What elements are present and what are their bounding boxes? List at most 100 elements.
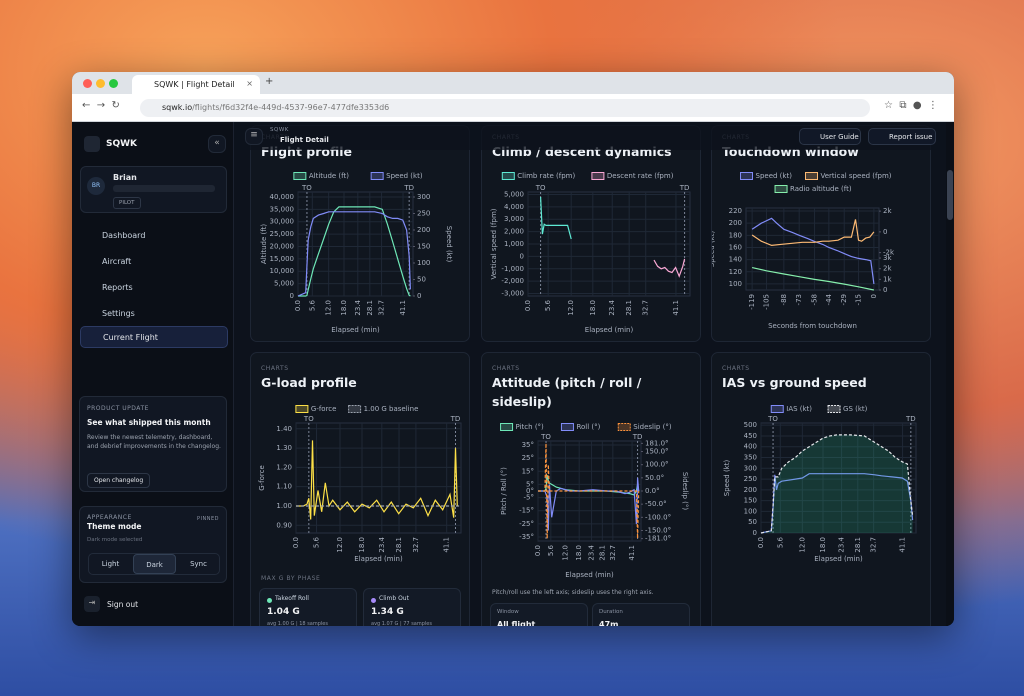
y-tick-label: 0° — [526, 487, 534, 495]
y-tick-label: 140 — [729, 256, 742, 264]
phase-heading: MAX G BY PHASE — [261, 575, 321, 582]
series-line — [538, 477, 640, 531]
phase-label: TO — [301, 184, 312, 192]
minimize-window[interactable] — [96, 79, 105, 88]
y2-tick-label: 150.0° — [645, 448, 669, 456]
user-card[interactable]: BR Brian PILOT — [80, 166, 227, 213]
appearance-label: APPEARANCE — [87, 514, 132, 521]
x-tick-label: -58 — [811, 294, 819, 305]
url-field[interactable]: sqwk.io/flights/f6d32f4e-449d-4537-96e7-… — [140, 99, 870, 117]
phase-dot — [267, 598, 272, 603]
phase-card: Takeoff Roll 1.04 G avg 1.00 G | 18 sample… — [259, 588, 357, 626]
legend-label: Pitch (°) — [516, 423, 544, 431]
changelog-button[interactable]: Open changelog — [87, 473, 151, 488]
phase-value: 1.34 G — [371, 607, 404, 617]
y-tick-label: -3,000 — [501, 290, 524, 298]
y-tick-label: -5° — [524, 494, 534, 502]
y-axis-label: G-force — [258, 465, 266, 491]
theme-option[interactable]: Dark — [133, 554, 176, 574]
nav-item[interactable]: Aircraft — [102, 257, 132, 266]
x-tick-label: 23.4 — [588, 544, 596, 560]
y-tick-label: 1.40 — [276, 425, 292, 433]
x-tick-label: 0.0 — [534, 545, 542, 556]
phase-label: TO — [535, 184, 546, 192]
y-axis-label: Pitch / Roll (°) — [500, 467, 508, 515]
nav-item[interactable]: Dashboard — [102, 231, 146, 240]
theme-option[interactable]: Light — [101, 560, 120, 568]
y-tick-label: 5,000 — [274, 280, 294, 288]
chart: 0 50 100 150 200 250 300 350 400 450 500 0.0 5.6 12.0… — [723, 405, 917, 563]
chart-card: -3,000 -2,000 -1,000 0 1,000 2,000 3,000 4,000 5… — [481, 125, 701, 342]
scroll-thumb[interactable] — [947, 170, 953, 220]
y-tick-label: 25,000 — [270, 230, 295, 238]
nav-item[interactable]: Settings — [102, 309, 135, 318]
brand: SQWK — [106, 139, 138, 149]
x-tick-label: 5.6 — [544, 299, 552, 311]
x-tick-label: 28.1 — [598, 545, 606, 561]
close-window[interactable] — [83, 79, 92, 88]
x-tick-label: 23.4 — [378, 536, 386, 552]
address-bar: ← → ↻ sqwk.io/flights/f6d32f4e-449d-4537… — [72, 94, 954, 122]
y2-tick-label: 100 — [417, 259, 430, 267]
y-tick-label: 120 — [729, 268, 742, 276]
chart: -3,000 -2,000 -1,000 0 1,000 2,000 3,000 4,000 5… — [490, 172, 691, 334]
user-guide-button[interactable]: User Guide — [799, 128, 861, 145]
legend-label: Descent rate (fpm) — [607, 172, 674, 180]
y2-tick-label: -181.0° — [645, 535, 671, 543]
maximize-window[interactable] — [109, 79, 118, 88]
chart-card: 0 5,000 10,000 15,000 20,000 25,000 30,000 35,0… — [250, 125, 470, 342]
y-tick-label: 4,000 — [504, 203, 524, 211]
browser-tab[interactable]: SQWK | Flight Detail × — [132, 75, 260, 94]
y2-tick-label: 200 — [417, 226, 430, 234]
y-tick-label: -25° — [519, 520, 534, 528]
legend-label: IAS (kt) — [786, 405, 812, 413]
y-tick-label: 1.00 — [276, 502, 292, 510]
browser-tools[interactable]: ☆ ⧉ ● ⋮ — [884, 100, 938, 111]
collapse-button[interactable]: « — [208, 135, 226, 153]
legend-swatch — [295, 405, 309, 413]
x-tick-label: 5.6 — [547, 544, 555, 556]
browser-window: SQWK | Flight Detail × + ← → ↻ sqwk.io/fl… — [72, 72, 954, 626]
y2-tick-label: 0 — [883, 228, 887, 236]
y-tick-label: 150 — [744, 497, 757, 505]
x-tick-label: -15 — [855, 294, 863, 305]
y3-tick-label: 2k — [883, 265, 892, 273]
menu-button[interactable]: ≡ — [245, 128, 263, 145]
x-tick-label: 32.7 — [609, 545, 617, 561]
y-tick-label: -2,000 — [501, 277, 524, 285]
x-tick-label: 41.1 — [399, 300, 407, 316]
y2-axis-label: Speed (kt) — [445, 226, 453, 263]
theme-option[interactable]: Sync — [190, 560, 207, 568]
theme-switch: Light Dark Sync — [88, 553, 220, 575]
legend-swatch — [740, 172, 753, 180]
x-tick-label: 0.0 — [292, 537, 300, 548]
sidebar: SQWK « BR Brian PILOT PRODUCT UPDATE See… — [72, 122, 234, 626]
y-axis-label: Altitude (ft) — [260, 224, 268, 264]
legend-swatch — [501, 172, 515, 180]
y3-tick-label: 3k — [883, 254, 892, 262]
scrollbar — [946, 122, 954, 626]
plot-frame — [745, 207, 880, 291]
y2-tick-label: 300 — [417, 193, 430, 201]
x-tick-label: 12.0 — [567, 300, 575, 316]
sign-out[interactable]: Sign out — [107, 600, 139, 609]
y-tick-label: 100 — [744, 507, 757, 515]
y-tick-label: 160 — [729, 243, 742, 251]
series-line — [760, 434, 914, 534]
summary-label: Window — [497, 609, 519, 615]
chart-title: IAS vs ground speed — [722, 375, 867, 390]
series-line — [297, 211, 411, 297]
report-issue-button[interactable]: Report issue — [868, 128, 936, 145]
y-tick-label: 180 — [729, 231, 742, 239]
nav-buttons[interactable]: ← → ↻ — [82, 100, 120, 111]
nav-item[interactable]: Reports — [102, 283, 133, 292]
chart-card: 0 50 100 150 200 250 300 350 400 450 500 0.0 5.6 12.0… — [711, 352, 931, 626]
nav-item[interactable]: Current Flight — [80, 326, 228, 348]
tab-close[interactable]: × — [246, 79, 253, 88]
y2-tick-label: -150.0° — [645, 526, 671, 534]
y-tick-label: -15° — [519, 507, 534, 515]
new-tab[interactable]: + — [265, 76, 274, 87]
x-tick-label: 41.1 — [899, 537, 907, 553]
x-tick-label: 28.1 — [366, 300, 374, 316]
